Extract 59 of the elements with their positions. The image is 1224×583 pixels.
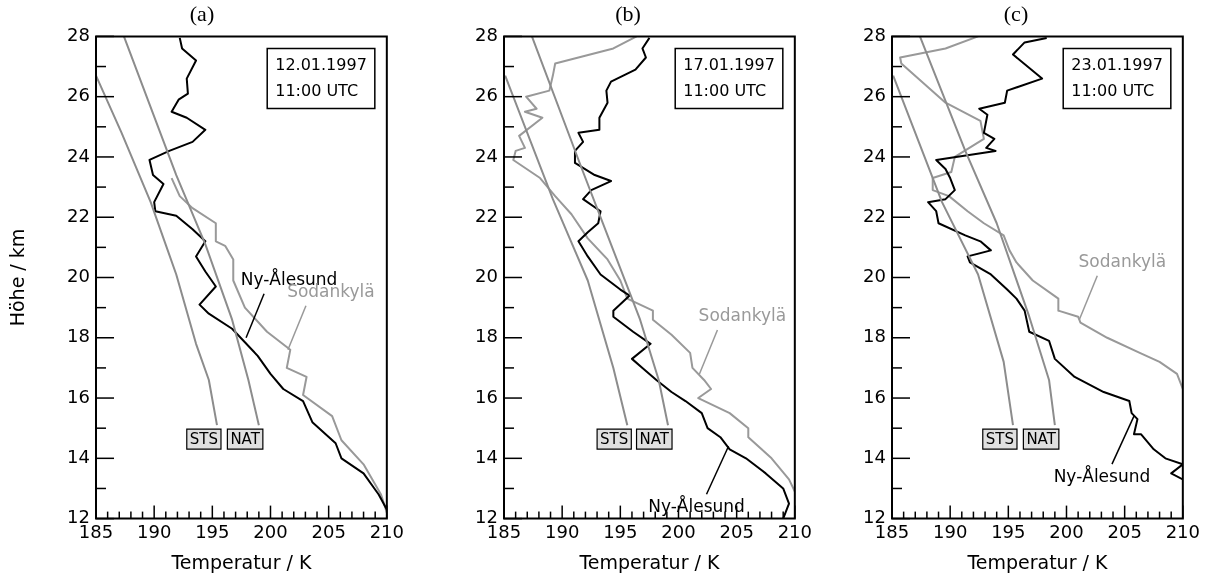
x-tick-label: 190 [136, 521, 172, 543]
y-tick-label: 24 [67, 144, 90, 166]
y-tick-label: 14 [863, 446, 886, 467]
x-tick-label: 195 [195, 521, 230, 543]
x-tick-label: 200 [1049, 521, 1084, 543]
y-tick-label: 28 [475, 24, 498, 46]
x-axis-title: Temperatur / K [170, 550, 312, 573]
series-label: NAT [230, 430, 261, 449]
y-tick-label: 26 [67, 84, 90, 106]
series-label: STS [600, 430, 629, 449]
chart-title: (b) [615, 0, 641, 26]
y-tick-label: 26 [863, 84, 886, 106]
x-tick-label: 205 [311, 521, 346, 543]
annotation: Sodankylä [698, 305, 787, 326]
y-tick-label: 20 [67, 265, 90, 287]
x-axis-title: Temperatur / K [966, 550, 1108, 573]
y-tick-label: 16 [67, 385, 90, 407]
series-label: STS [985, 430, 1014, 449]
y-tick-label: 16 [863, 385, 886, 407]
y-tick-label: 20 [475, 265, 498, 287]
y-tick-label: 20 [863, 265, 886, 287]
y-tick-label: 22 [475, 204, 498, 226]
annotation: Ny-Ålesund [648, 494, 745, 516]
x-tick-label: 195 [603, 521, 638, 543]
series-label: NAT [639, 430, 670, 449]
annotation: 23.01.1997 11:00 UTC [1071, 54, 1163, 100]
y-tick-label: 24 [863, 144, 886, 166]
annotation: 17.01.1997 11:00 UTC [683, 54, 775, 100]
annotation: 12.01.1997 11:00 UTC [275, 54, 367, 100]
y-tick-label: 24 [475, 144, 498, 166]
y-tick-label: 26 [475, 84, 498, 106]
y-tick-label: 18 [475, 325, 498, 347]
y-tick-label: 14 [67, 446, 90, 467]
annotation: Ny-Ålesund [1053, 464, 1151, 486]
x-tick-label: 210 [1165, 521, 1200, 543]
x-tick-label: 210 [369, 521, 404, 543]
x-tick-label: 205 [719, 521, 754, 543]
y-tick-label: 14 [475, 446, 498, 467]
y-tick-label: 22 [863, 204, 886, 226]
x-tick-label: 190 [544, 521, 580, 543]
x-tick-label: 195 [991, 521, 1026, 543]
series-label: NAT [1026, 430, 1057, 449]
chart-title: (a) [189, 0, 215, 26]
x-tick-label: 200 [661, 521, 696, 543]
annotation: Sodankylä [1078, 251, 1167, 272]
x-tick-label: 200 [253, 521, 288, 543]
y-tick-label: 18 [67, 325, 90, 347]
y-tick-label: 22 [67, 204, 90, 226]
x-tick-label: 210 [777, 521, 812, 543]
x-axis-title: Temperatur / K [578, 550, 720, 573]
y-tick-label: 18 [863, 325, 886, 347]
x-tick-label: 190 [932, 521, 968, 543]
y-tick-label: 28 [67, 24, 90, 46]
x-tick-label: 205 [1107, 521, 1142, 543]
chart-title: (c) [1003, 0, 1029, 26]
y-tick-label: 28 [863, 24, 886, 46]
y-tick-label: 16 [475, 385, 498, 407]
series-label: STS [189, 430, 218, 449]
y-axis-title: Höhe / km [6, 228, 29, 327]
